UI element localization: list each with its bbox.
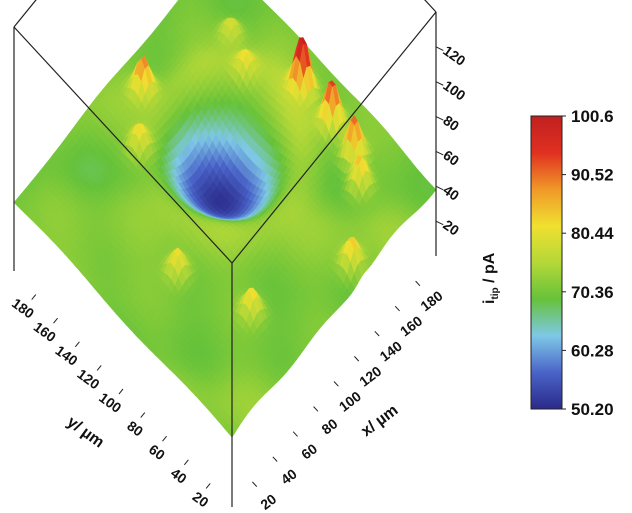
y-axis-label: y/ µm	[64, 413, 107, 451]
z-tick-label: 100	[440, 77, 468, 104]
surface-cell	[217, 0, 222, 3]
x-tick-label: 100	[336, 388, 364, 415]
y-tick-label: 40	[168, 465, 190, 487]
z-tick-mark	[435, 220, 444, 226]
z-tick-mark	[435, 46, 444, 51]
x-tick-label: 140	[377, 338, 405, 365]
x-tick-mark	[354, 356, 360, 362]
y-tick-mark	[118, 388, 124, 395]
box-front-frame	[13, 11, 437, 507]
x-tick-mark	[292, 431, 298, 437]
x-tick-mark	[415, 280, 421, 287]
surface-cell	[223, 0, 229, 3]
surface-cell	[230, 0, 236, 3]
colorbar-tick-label: 90.52	[571, 166, 614, 185]
z-tick-mark	[435, 185, 444, 191]
x-tick-mark	[333, 381, 339, 387]
colorbar-tick-label: 50.20	[571, 400, 614, 419]
colorbar	[530, 115, 563, 410]
x-tick-label: 160	[397, 312, 425, 339]
box-edge	[13, 26, 233, 264]
y-tick-label: 120	[74, 366, 102, 393]
z-tick-label: 60	[440, 147, 462, 169]
y-tick-mark	[140, 412, 146, 418]
z-tick-mark	[435, 116, 444, 121]
z-axis-label: itip / pA	[481, 252, 501, 304]
x-tick-mark	[313, 406, 319, 412]
x-axis-label: x/ µm	[358, 402, 401, 440]
y-tick-mark	[162, 435, 167, 442]
y-tick-mark	[53, 317, 58, 324]
z-tick-label: 120	[440, 42, 468, 69]
y-tick-label: 160	[31, 318, 59, 345]
x-tick-label: 20	[257, 491, 279, 513]
y-tick-mark	[96, 365, 102, 371]
y-tick-mark	[74, 341, 80, 348]
y-tick-label: 20	[190, 488, 212, 510]
z-tick-label: 20	[440, 216, 462, 238]
x-tick-mark	[252, 481, 258, 487]
y-tick-label: 80	[124, 417, 146, 439]
y-tick-label: 180	[9, 295, 37, 322]
x-tick-label: 80	[318, 415, 340, 437]
colorbar-tick-label: 80.44	[571, 224, 614, 243]
y-tick-label: 140	[53, 342, 81, 369]
x-tick-label: 60	[298, 440, 320, 462]
box-edge	[231, 11, 437, 264]
z-tick-mark	[435, 150, 444, 156]
y-tick-mark	[31, 294, 37, 300]
z-tick-label: 80	[440, 112, 462, 134]
x-tick-label: 40	[278, 465, 300, 487]
y-tick-mark	[205, 483, 211, 489]
x-tick-label: 120	[356, 363, 384, 390]
colorbar-tick-label: 60.28	[571, 341, 614, 360]
y-tick-mark	[183, 459, 189, 466]
x-tick-mark	[374, 330, 380, 337]
colorbar-tick-label: 100.6	[571, 107, 614, 126]
z-tick-mark	[435, 81, 444, 86]
x-tick-mark	[272, 456, 278, 462]
x-tick-label: 180	[417, 287, 445, 314]
y-tick-label: 60	[146, 441, 168, 463]
z-tick-label: 40	[440, 182, 462, 204]
colorbar-ticks: 100.6 90.52 80.44 70.36 60.28 50.20	[562, 107, 614, 419]
y-tick-label: 100	[96, 389, 124, 416]
x-tick-mark	[394, 305, 400, 312]
colorbar-tick-label: 70.36	[571, 283, 614, 302]
